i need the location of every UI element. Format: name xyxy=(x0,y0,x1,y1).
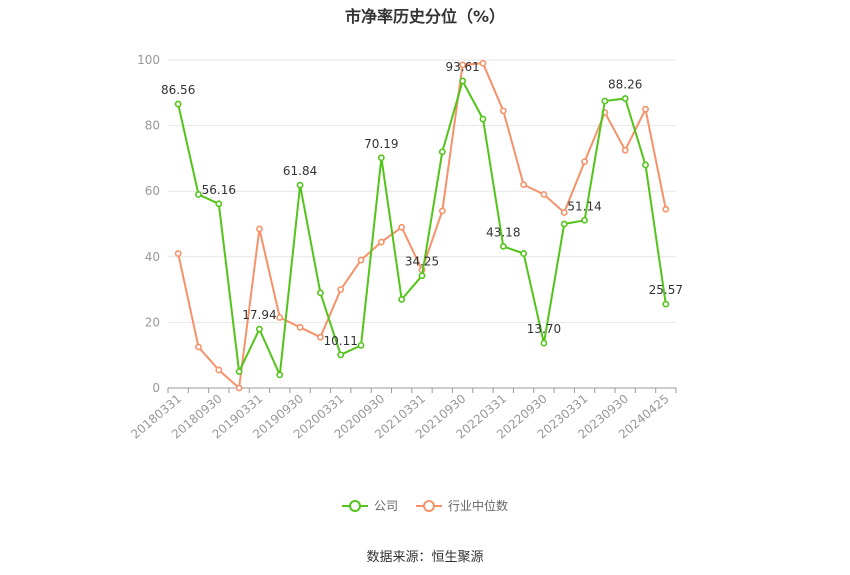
data-point-company xyxy=(601,97,609,105)
legend-label-industry-median: 行业中位数 xyxy=(448,499,509,513)
y-tick-label: 100 xyxy=(137,53,160,67)
data-point-industry-median xyxy=(296,323,304,331)
data-point-company xyxy=(418,272,426,280)
data-point-industry-median xyxy=(276,314,284,321)
legend-label-company: 公司 xyxy=(373,499,398,513)
data-label: 13.70 xyxy=(527,322,561,336)
data-point-industry-median xyxy=(662,205,670,213)
data-point-industry-median xyxy=(337,286,345,293)
data-label: 51.14 xyxy=(567,199,601,213)
data-label: 56.16 xyxy=(202,183,236,197)
data-label: 93.61 xyxy=(445,60,479,74)
legend-item-company[interactable]: 公司 xyxy=(341,497,398,514)
data-point-industry-median xyxy=(642,105,649,113)
data-point-company xyxy=(296,181,304,189)
data-point-industry-median xyxy=(357,256,365,264)
data-point-company xyxy=(195,191,202,198)
data-point-industry-median xyxy=(499,107,507,115)
data-point-company xyxy=(337,351,345,359)
data-label: 61.84 xyxy=(283,164,317,178)
data-point-industry-median xyxy=(438,207,446,215)
series-line-industry-median xyxy=(177,62,667,389)
chart-title: 市净率历史分位（%） xyxy=(344,7,506,26)
data-point-industry-median xyxy=(174,250,182,257)
data-label: 25.57 xyxy=(649,283,683,297)
data-point-industry-median xyxy=(581,158,588,166)
data-point-company xyxy=(662,300,670,308)
data-point-company xyxy=(560,220,568,228)
data-point-company xyxy=(621,95,629,102)
y-tick-label: 80 xyxy=(145,119,160,133)
data-point-industry-median xyxy=(398,223,406,231)
data-point-industry-median xyxy=(540,191,548,198)
data-label: 86.56 xyxy=(161,83,195,97)
data-point-company xyxy=(499,242,507,250)
data-point-company xyxy=(520,250,527,257)
y-tick-label: 0 xyxy=(152,381,160,395)
legend-swatch-company xyxy=(341,499,368,513)
data-point-company xyxy=(276,371,284,379)
data-point-industry-median xyxy=(316,333,324,341)
data-point-industry-median xyxy=(479,59,487,67)
y-tick-label: 20 xyxy=(145,315,160,329)
data-point-industry-median xyxy=(560,209,568,216)
data-point-company xyxy=(316,289,324,297)
legend-swatch-industry-median xyxy=(416,499,442,513)
data-point-company xyxy=(377,154,385,162)
data-point-company xyxy=(581,216,588,224)
data-point-company xyxy=(540,339,548,347)
data-point-industry-median xyxy=(621,146,629,154)
data-point-company xyxy=(357,341,365,349)
data-point-industry-median xyxy=(195,343,202,351)
legend-item-industry-median[interactable]: 行业中位数 xyxy=(416,497,508,514)
data-point-industry-median xyxy=(215,366,223,374)
data-point-company xyxy=(235,368,243,375)
data-point-industry-median xyxy=(377,238,385,246)
data-point-company xyxy=(438,148,446,156)
data-point-industry-median xyxy=(459,61,467,69)
data-point-company xyxy=(174,100,182,108)
data-point-industry-median xyxy=(235,384,243,392)
data-label: 88.26 xyxy=(608,78,642,92)
series-line-company xyxy=(177,80,667,376)
data-label: 70.19 xyxy=(364,137,398,151)
data-point-company xyxy=(459,77,467,85)
data-label: 34.25 xyxy=(405,255,439,269)
data-label: 17.94 xyxy=(242,308,276,322)
data-point-company xyxy=(215,200,223,208)
data-label: 43.18 xyxy=(486,225,520,239)
data-point-company xyxy=(256,325,263,333)
data-point-company xyxy=(642,161,649,169)
legend: 公司 行业中位数 xyxy=(0,497,850,514)
y-tick-label: 40 xyxy=(145,250,160,264)
data-point-industry-median xyxy=(256,225,263,233)
data-point-company xyxy=(398,296,406,303)
data-label: 10.11 xyxy=(324,334,358,348)
data-point-industry-median xyxy=(520,181,527,189)
data-point-company xyxy=(479,115,487,123)
y-tick-label: 60 xyxy=(145,184,160,198)
source-note: 数据来源：恒生聚源 xyxy=(366,550,484,565)
